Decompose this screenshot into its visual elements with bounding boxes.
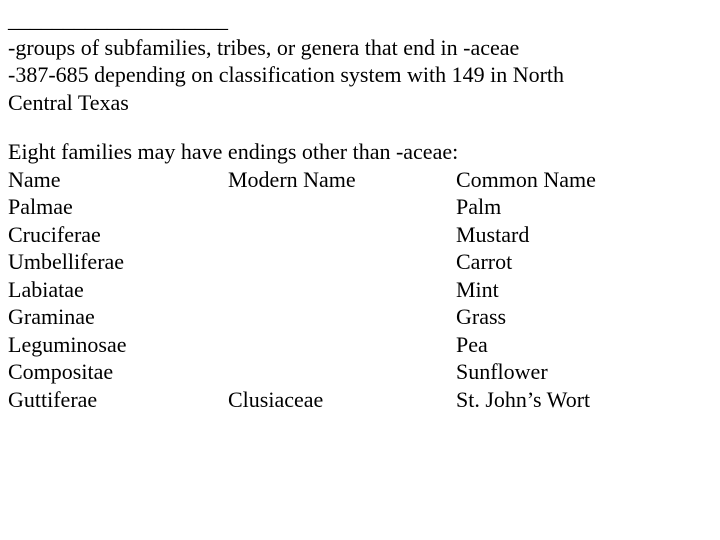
cell-name: Cruciferae (8, 221, 228, 249)
cell-modern (228, 276, 456, 304)
cell-name: Leguminosae (8, 331, 228, 359)
table-row: Umbelliferae Carrot (8, 248, 712, 276)
description-line-2: -387-685 depending on classification sys… (8, 61, 712, 89)
table-row: Graminae Grass (8, 303, 712, 331)
table-row: Cruciferae Mustard (8, 221, 712, 249)
document-page: ____________________ -groups of subfamil… (0, 0, 720, 413)
cell-name: Labiatae (8, 276, 228, 304)
families-intro: Eight families may have endings other th… (8, 138, 712, 166)
cell-name: Guttiferae (8, 386, 228, 414)
cell-common: St. John’s Wort (456, 386, 712, 414)
cell-modern (228, 221, 456, 249)
cell-modern (228, 331, 456, 359)
table-header-row: Name Modern Name Common Name (8, 166, 712, 194)
cell-modern (228, 248, 456, 276)
cell-common: Sunflower (456, 358, 712, 386)
header-common: Common Name (456, 166, 712, 194)
table-row: Guttiferae Clusiaceae St. John’s Wort (8, 386, 712, 414)
cell-name: Umbelliferae (8, 248, 228, 276)
cell-modern (228, 358, 456, 386)
cell-common: Pea (456, 331, 712, 359)
cell-common: Mint (456, 276, 712, 304)
table-row: Leguminosae Pea (8, 331, 712, 359)
cell-common: Mustard (456, 221, 712, 249)
blank-fill-line: ____________________ (8, 6, 712, 34)
table-row: Labiatae Mint (8, 276, 712, 304)
paragraph-spacer (8, 116, 712, 138)
cell-common: Palm (456, 193, 712, 221)
description-line-3: Central Texas (8, 89, 712, 117)
table-row: Palmae Palm (8, 193, 712, 221)
table-row: Compositae Sunflower (8, 358, 712, 386)
description-line-1: -groups of subfamilies, tribes, or gener… (8, 34, 712, 62)
cell-name: Compositae (8, 358, 228, 386)
cell-common: Grass (456, 303, 712, 331)
header-modern: Modern Name (228, 166, 456, 194)
cell-modern (228, 303, 456, 331)
cell-modern (228, 193, 456, 221)
cell-name: Palmae (8, 193, 228, 221)
cell-name: Graminae (8, 303, 228, 331)
cell-modern: Clusiaceae (228, 386, 456, 414)
cell-common: Carrot (456, 248, 712, 276)
header-name: Name (8, 166, 228, 194)
